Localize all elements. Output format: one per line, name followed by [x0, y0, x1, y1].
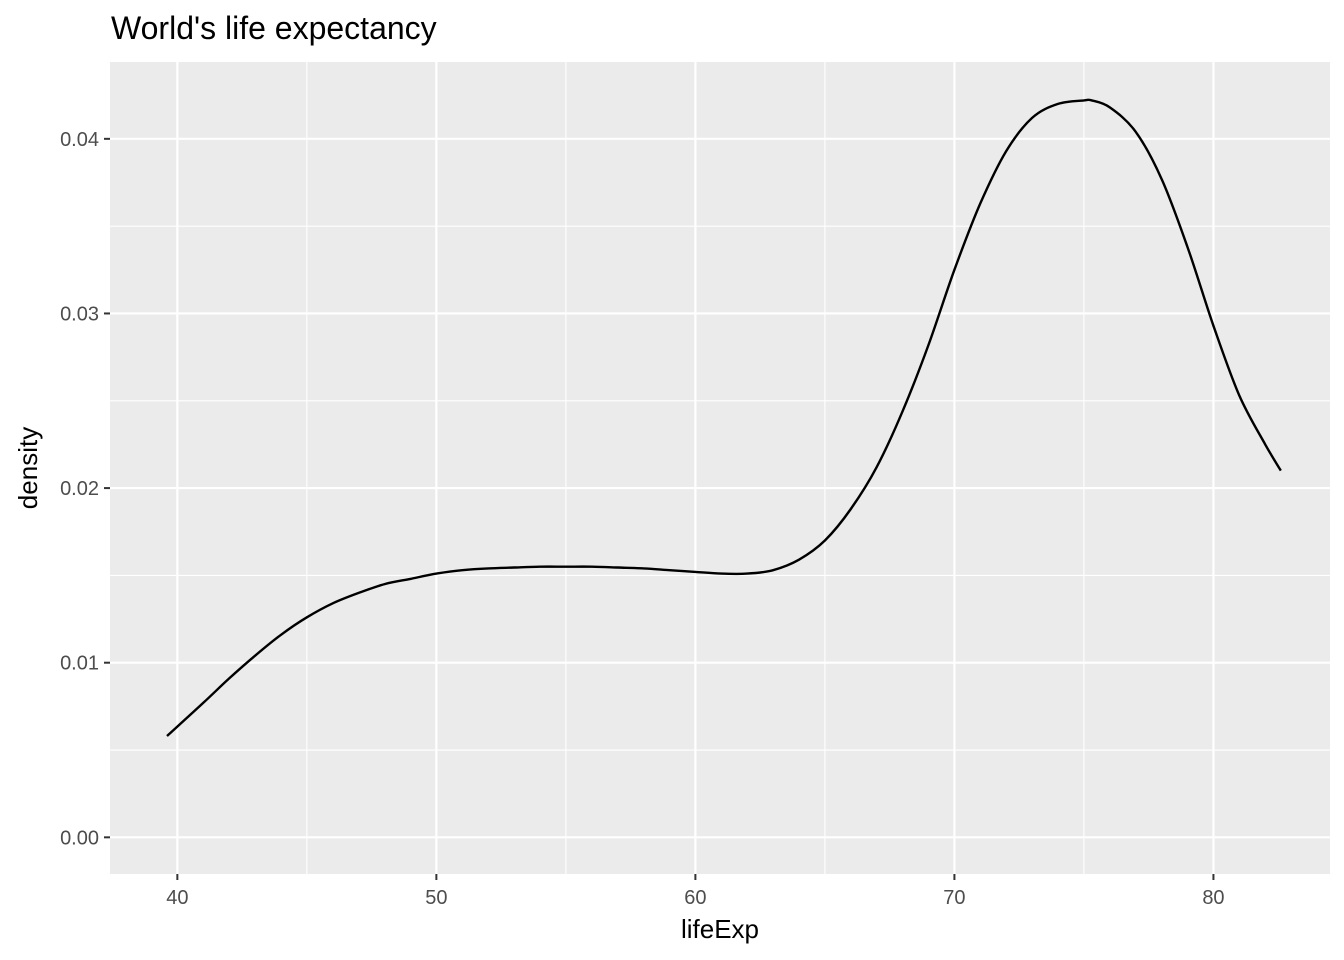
y-tick-label: 0.02 — [60, 478, 99, 500]
x-tick-label: 60 — [684, 887, 706, 909]
y-tick-label: 0.04 — [60, 129, 99, 151]
x-tick-label: 70 — [943, 887, 965, 909]
chart-title: World's life expectancy — [111, 10, 437, 46]
x-tick-label: 80 — [1202, 887, 1224, 909]
y-axis: 0.00 0.01 0.02 0.03 0.04 — [60, 129, 110, 849]
density-line — [166, 98, 1282, 737]
y-tick-label: 0.00 — [60, 827, 99, 849]
plot-panel — [110, 62, 1330, 874]
y-tick-label: 0.01 — [60, 653, 99, 675]
y-tick-label: 0.03 — [60, 303, 99, 325]
major-gridlines — [110, 62, 1330, 874]
x-tick-label: 40 — [166, 887, 188, 909]
y-axis-title: density — [13, 427, 43, 509]
minor-gridlines — [110, 62, 1330, 874]
x-axis-title: lifeExp — [681, 914, 759, 944]
x-axis: 40 50 60 70 80 — [166, 874, 1225, 909]
x-tick-label: 50 — [425, 887, 447, 909]
